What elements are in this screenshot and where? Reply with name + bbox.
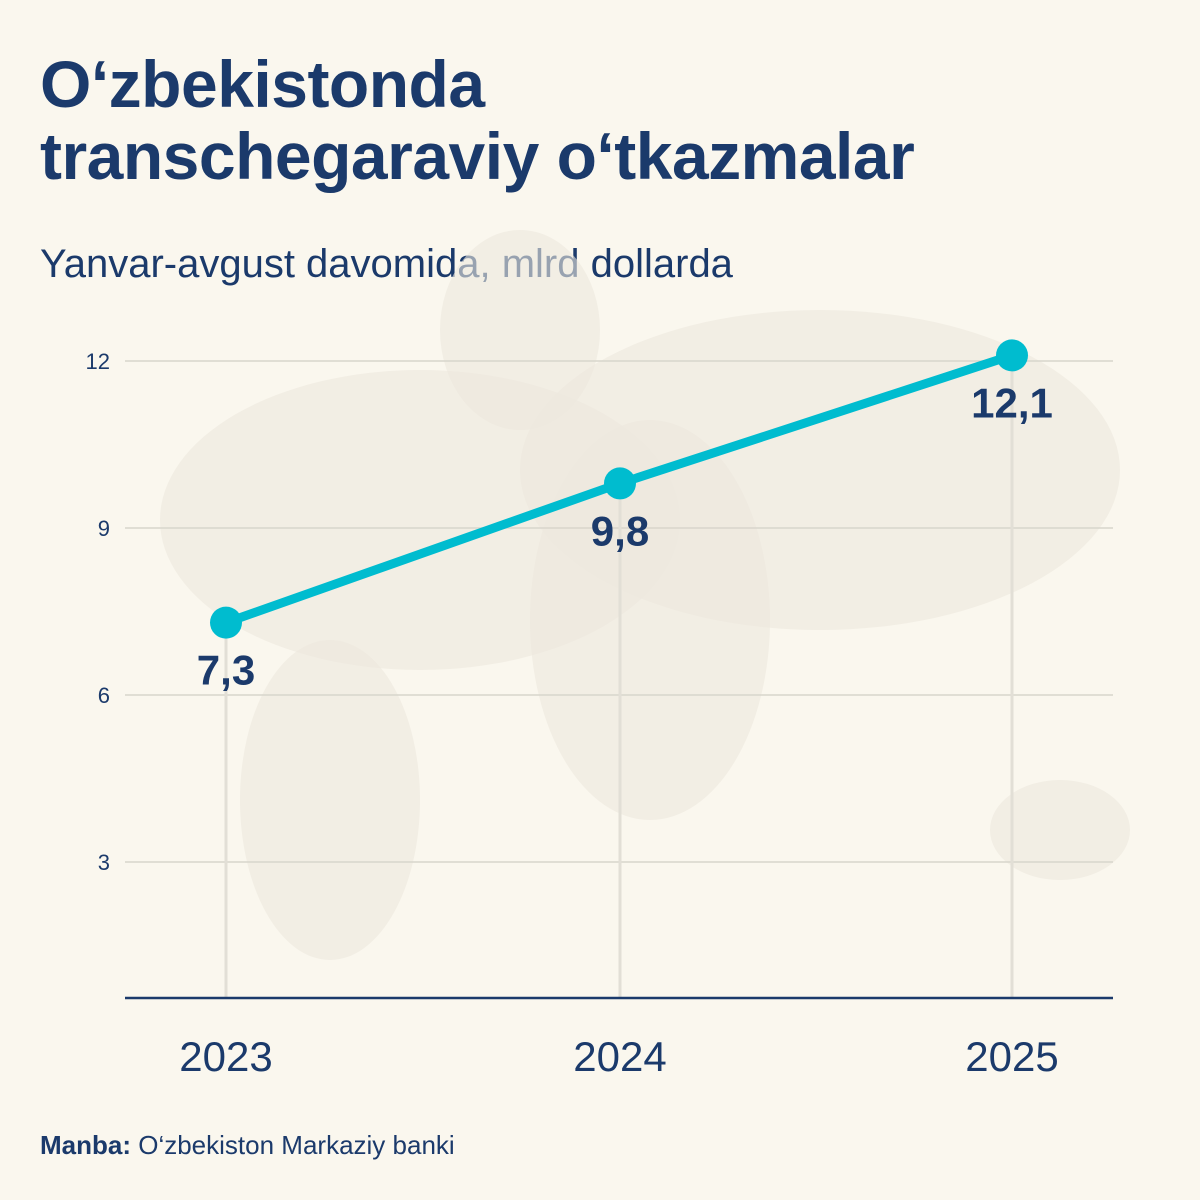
y-tick-label: 12 (86, 349, 110, 374)
source-label: Manba: (40, 1130, 131, 1160)
chart-subtitle: Yanvar-avgust davomida, mlrd dollarda (40, 242, 733, 286)
x-tick-label: 2024 (573, 1033, 666, 1080)
y-tick-label: 6 (98, 683, 110, 708)
source-note: Manba: O‘zbekiston Markaziy banki (40, 1130, 455, 1161)
data-point (604, 467, 636, 500)
title-line-1: O‘zbekistonda (40, 47, 485, 121)
x-tick-label: 2023 (179, 1033, 272, 1080)
data-point (996, 339, 1028, 372)
data-point (210, 606, 242, 639)
x-tick-label: 2025 (965, 1033, 1058, 1080)
data-label: 7,3 (197, 647, 255, 694)
data-label: 9,8 (591, 507, 649, 554)
map-shape-5 (440, 230, 600, 430)
title-line-2: transchegaraviy o‘tkazmalar (40, 119, 915, 193)
map-shape-3 (240, 640, 420, 960)
y-tick-label: 3 (98, 850, 110, 875)
y-tick-label: 9 (98, 516, 110, 541)
data-label: 12,1 (971, 379, 1053, 426)
map-shape-2 (520, 310, 1120, 630)
chart-title: O‘zbekistonda transchegaraviy o‘tkazmala… (40, 47, 915, 193)
source-text: O‘zbekiston Markaziy banki (131, 1130, 455, 1160)
map-shape-4 (990, 780, 1130, 880)
